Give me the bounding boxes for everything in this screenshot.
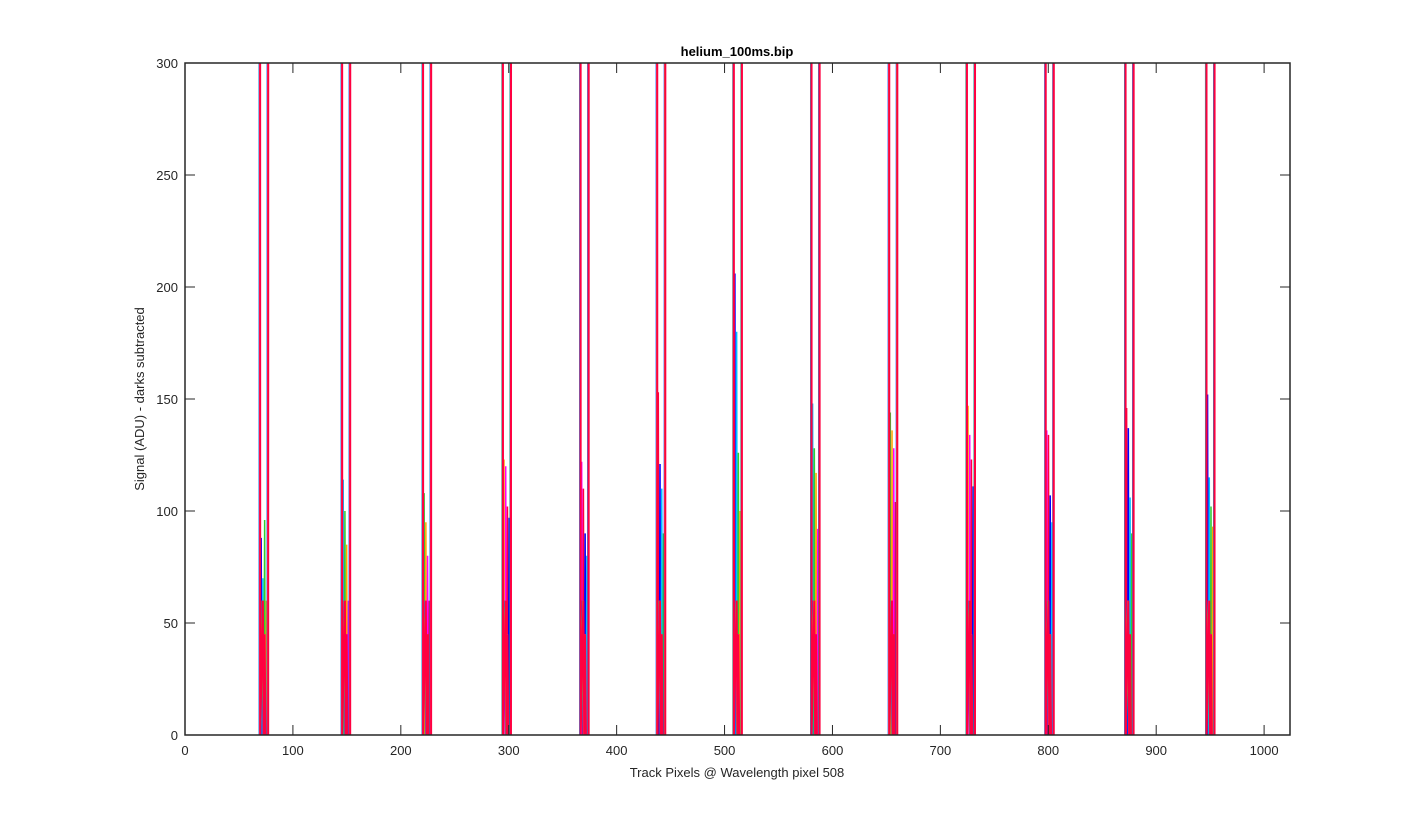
peak-line [810, 63, 821, 735]
peak-line [732, 63, 743, 735]
peak-line [656, 63, 667, 735]
y-tick-label: 0 [171, 728, 178, 743]
y-tick-label: 50 [164, 616, 178, 631]
y-tick-label: 150 [156, 392, 178, 407]
y-tick-label: 300 [156, 56, 178, 71]
x-tick-label: 200 [390, 743, 412, 758]
y-tick-label: 200 [156, 280, 178, 295]
data-layer [258, 63, 1216, 735]
x-tick-label: 100 [282, 743, 304, 758]
y-tick-label: 100 [156, 504, 178, 519]
x-tick-label: 1000 [1250, 743, 1279, 758]
x-tick-label: 300 [498, 743, 520, 758]
x-tick-label: 600 [822, 743, 844, 758]
x-axis-label: Track Pixels @ Wavelength pixel 508 [630, 765, 845, 780]
peak-line [888, 63, 899, 735]
x-tick-label: 900 [1145, 743, 1167, 758]
peak-line [422, 63, 433, 735]
x-tick-label: 500 [714, 743, 736, 758]
peak-line [1124, 63, 1135, 735]
plot-box [184, 62, 1291, 736]
chart-title: helium_100ms.bip [681, 44, 794, 59]
x-tick-label: 700 [930, 743, 952, 758]
y-axis-label: Signal (ADU) - darks subtracted [132, 307, 147, 491]
y-tick-label: 250 [156, 168, 178, 183]
axes-layer: 0 100 200 300 400 500 600 700 800 900 1000 0 50 100 15… [156, 56, 1290, 758]
x-tick-label: 0 [181, 743, 188, 758]
peak-line [1044, 63, 1055, 735]
x-tick-label: 800 [1037, 743, 1059, 758]
peak-line [501, 63, 513, 735]
peak-line [1205, 63, 1216, 735]
peak-line [341, 63, 352, 735]
x-tick-label: 400 [606, 743, 628, 758]
peak-line [965, 63, 977, 735]
peak-line [259, 63, 270, 735]
peak-line [579, 63, 590, 735]
